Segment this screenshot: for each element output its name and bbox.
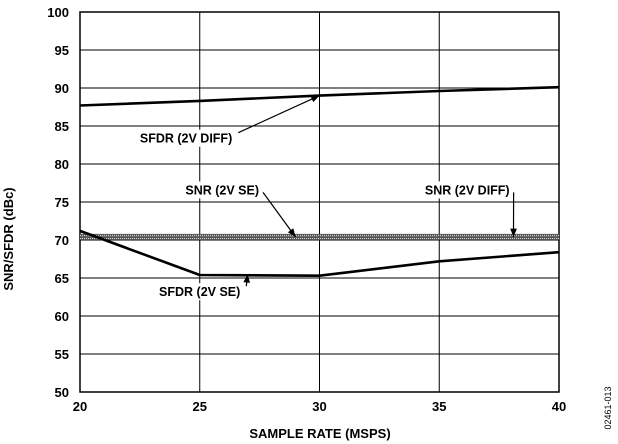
annotation-label: SNR (2V SE) xyxy=(185,183,259,197)
annotation-bg xyxy=(136,129,236,147)
y-axis-label: SNR/SFDR (dBc) xyxy=(1,187,16,290)
x-tick-label: 35 xyxy=(432,399,446,414)
x-axis-label: SAMPLE RATE (MSPS) xyxy=(249,426,390,441)
annotation-bg xyxy=(156,283,244,301)
y-tick-label: 55 xyxy=(55,347,69,362)
annotation-bg xyxy=(182,181,263,199)
annotation-arrowhead xyxy=(287,228,296,237)
y-tick-label: 65 xyxy=(55,271,69,286)
y-tick-label: 50 xyxy=(55,385,69,400)
y-tick-label: 85 xyxy=(55,119,69,134)
annotation-bg xyxy=(421,181,513,199)
y-tick-label: 100 xyxy=(47,5,69,20)
y-tick-label: 80 xyxy=(55,157,69,172)
annotation-arrowhead xyxy=(510,228,517,237)
series-sfdr-2v-se xyxy=(79,229,560,277)
plot-frame xyxy=(79,11,560,393)
x-tick-label: 20 xyxy=(73,399,87,414)
x-tick-label: 25 xyxy=(193,399,207,414)
y-tick-label: 75 xyxy=(55,195,69,210)
annotations-layer: SFDR (2V DIFF) SNR (2V SE) SNR (2V DIFF) SF… xyxy=(136,95,517,301)
tick-labels: 20 25 30 35 40 50 55 60 65 70 75 80 85 90 95 100 xyxy=(47,5,566,414)
annotation-label: SFDR (2V SE) xyxy=(159,285,240,299)
y-tick-label: 90 xyxy=(55,81,69,96)
annotation-label: SNR (2V DIFF) xyxy=(425,183,510,197)
y-tick-label: 60 xyxy=(55,309,69,324)
x-tick-label: 40 xyxy=(552,399,566,414)
y-tick-label: 95 xyxy=(55,43,69,58)
grid xyxy=(79,11,560,393)
x-tick-label: 30 xyxy=(312,399,326,414)
annotation-arrowhead xyxy=(310,95,320,103)
annotation-label: SFDR (2V DIFF) xyxy=(140,132,232,146)
annotation-arrow xyxy=(237,95,320,134)
annotation-arrow xyxy=(262,192,297,238)
annotation-arrowhead xyxy=(243,274,250,283)
figure-code: 02461-013 xyxy=(603,386,613,429)
y-tick-label: 70 xyxy=(55,233,69,248)
